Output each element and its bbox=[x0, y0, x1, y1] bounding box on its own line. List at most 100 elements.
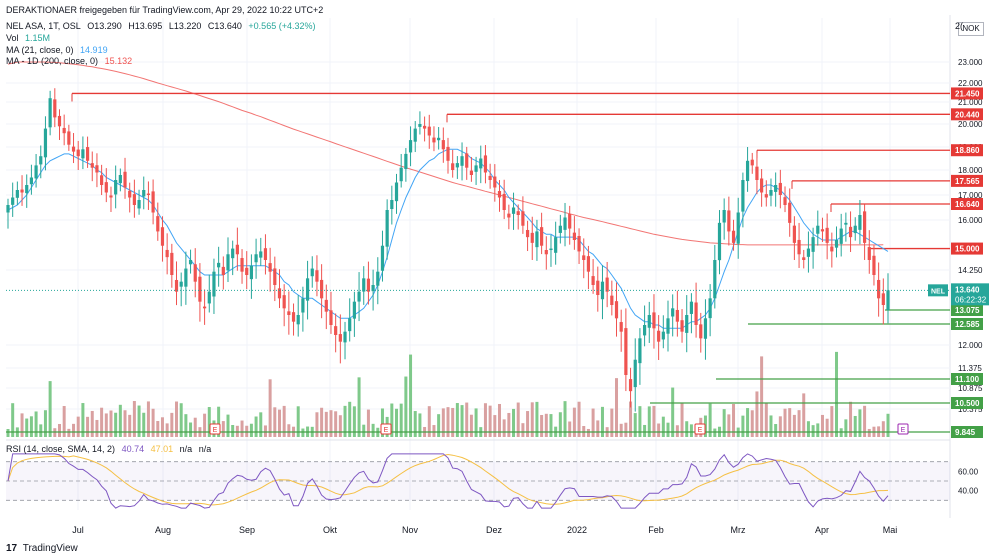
candle-body bbox=[839, 228, 843, 244]
volume-bar bbox=[156, 421, 160, 437]
candle-body bbox=[792, 225, 796, 243]
volume-bar bbox=[170, 412, 174, 437]
volume-bar bbox=[249, 423, 253, 437]
candle-body bbox=[568, 213, 572, 229]
volume-bar bbox=[732, 404, 736, 437]
volume-bar bbox=[371, 423, 375, 437]
candle-body bbox=[886, 290, 890, 310]
candle-body bbox=[39, 156, 43, 165]
candle-body bbox=[703, 318, 708, 339]
volume-bar bbox=[746, 408, 750, 437]
volume-bar bbox=[526, 411, 530, 437]
volume-bar bbox=[301, 428, 305, 437]
rsi-ma-value: 47.01 bbox=[150, 444, 174, 454]
volume-bar bbox=[713, 428, 717, 437]
volume-bar bbox=[151, 408, 155, 437]
candle-body bbox=[760, 178, 764, 193]
rsi-tick-label: 60.00 bbox=[958, 467, 979, 476]
candle-body bbox=[755, 166, 759, 180]
candle-body bbox=[666, 318, 670, 334]
earnings-marker-label: E bbox=[698, 427, 703, 434]
candle-body bbox=[198, 276, 202, 302]
publisher-line: DERAKTIONAER freigegeben für TradingView… bbox=[6, 5, 324, 15]
ma21-label: MA (21, close, 0) bbox=[6, 45, 74, 55]
candle-body bbox=[137, 200, 141, 209]
candle-body bbox=[76, 149, 80, 157]
candle-body bbox=[310, 268, 314, 277]
candle-body bbox=[816, 225, 820, 234]
volume-bar bbox=[643, 424, 647, 437]
candle-body bbox=[128, 190, 132, 198]
volume-bar bbox=[427, 406, 431, 437]
volume-bar bbox=[615, 378, 619, 437]
candle-body bbox=[413, 128, 417, 142]
candle-body bbox=[123, 171, 127, 188]
candles bbox=[6, 88, 890, 412]
volume-bar bbox=[240, 420, 244, 437]
volume-bar bbox=[849, 401, 853, 437]
volume-bar bbox=[488, 405, 492, 437]
volume-bar bbox=[39, 424, 43, 437]
ma200-legend: MA - 1D (200, close, 0) 15.132 bbox=[6, 56, 136, 66]
rsi-na-2: n/a bbox=[198, 444, 212, 454]
volume-bar bbox=[142, 412, 146, 437]
support-price-label: 10.500 bbox=[955, 399, 980, 408]
y-tick-label: 11.375 bbox=[958, 364, 982, 373]
candle-body bbox=[291, 312, 296, 322]
candle-body bbox=[516, 211, 520, 215]
volume-bar bbox=[329, 410, 333, 437]
volume-bar bbox=[544, 413, 548, 437]
volume-bar bbox=[334, 411, 338, 437]
candle-body bbox=[249, 265, 254, 280]
candle-body bbox=[422, 125, 427, 129]
candle-body bbox=[301, 298, 305, 313]
volume-bar bbox=[708, 403, 712, 437]
support-price-tag bbox=[951, 373, 983, 385]
earnings-marker-label: E bbox=[901, 427, 906, 434]
currency-badge[interactable]: NOK bbox=[958, 22, 984, 36]
volume-bar bbox=[474, 408, 478, 437]
volume-bar bbox=[727, 414, 731, 437]
candle-body bbox=[418, 124, 422, 127]
volume-bar bbox=[338, 415, 342, 437]
volume-bar bbox=[362, 424, 366, 437]
candle-body bbox=[750, 159, 754, 166]
volume-bar bbox=[34, 411, 38, 437]
candle-body bbox=[6, 205, 10, 213]
volume-bar bbox=[81, 403, 85, 437]
volume-bar bbox=[95, 419, 99, 437]
candle-body bbox=[408, 140, 413, 153]
ma21-legend: MA (21, close, 0) 14.919 bbox=[6, 45, 112, 55]
candle-body bbox=[184, 268, 188, 287]
candle-body bbox=[11, 197, 15, 205]
x-tick-label: Sep bbox=[239, 525, 255, 535]
candle-body bbox=[142, 190, 146, 197]
candle-body bbox=[29, 177, 34, 185]
candle-body bbox=[582, 255, 586, 260]
volume-bar bbox=[324, 411, 328, 437]
volume-bar bbox=[207, 407, 211, 437]
volume-bar bbox=[296, 406, 300, 437]
resistance-price-tag bbox=[951, 242, 983, 255]
symbol-name: NEL ASA, 1T, OSL bbox=[6, 21, 81, 31]
candle-body bbox=[25, 185, 29, 194]
resistance-price-label: 18.860 bbox=[955, 146, 980, 155]
volume-bar bbox=[226, 414, 230, 437]
candle-body bbox=[544, 249, 548, 255]
footer-brand[interactable]: 17 TradingView bbox=[6, 543, 78, 554]
volume-bar bbox=[380, 408, 384, 437]
candle-body bbox=[806, 248, 811, 257]
candle-body bbox=[343, 331, 347, 343]
y-tick-label: 14.250 bbox=[958, 266, 983, 275]
y-tick-label: 10.875 bbox=[958, 384, 983, 393]
earnings-marker bbox=[380, 423, 392, 435]
candle-body bbox=[338, 334, 342, 342]
candle-body bbox=[708, 298, 712, 319]
candle-body bbox=[394, 182, 399, 202]
support-price-label: 13.075 bbox=[955, 306, 980, 315]
volume-bar bbox=[493, 415, 497, 437]
ohlc-open: O13.290 bbox=[87, 21, 122, 31]
volume-bar bbox=[535, 401, 539, 437]
resistance-price-label: 20.440 bbox=[955, 110, 980, 119]
